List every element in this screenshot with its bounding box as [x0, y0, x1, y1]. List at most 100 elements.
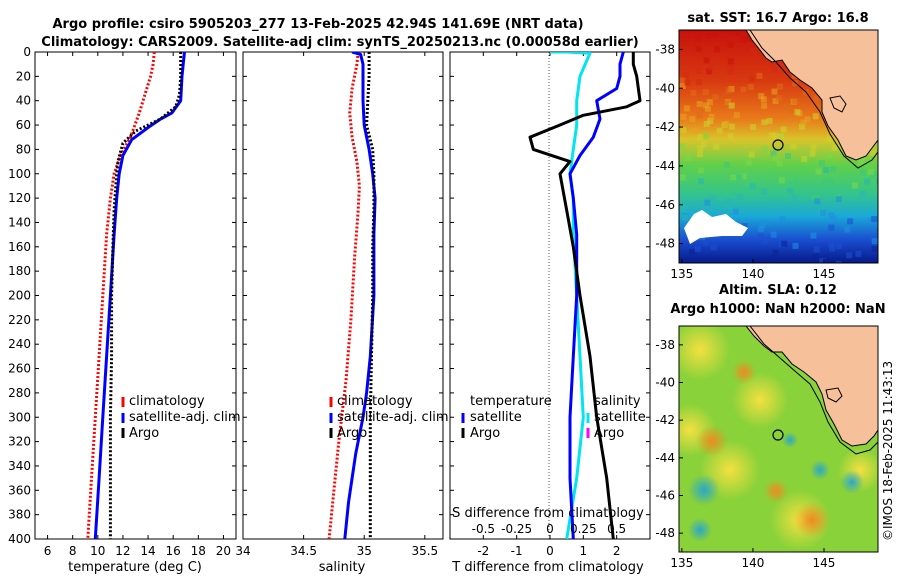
sst-pixel — [831, 144, 838, 151]
sst-pixel — [732, 208, 739, 215]
x-tick-label: 2 — [613, 544, 621, 558]
y-tick-label: 260 — [8, 362, 31, 376]
sst-pixel — [701, 106, 708, 113]
x-tick-label: 0 — [546, 544, 554, 558]
sst-pixel — [772, 154, 779, 161]
map-y-tick-label: -46 — [655, 489, 675, 503]
sst-pixel — [799, 123, 805, 130]
y-tick-label: 100 — [8, 167, 31, 181]
sst-pixel — [876, 178, 878, 184]
map-y-tick-label: -48 — [655, 237, 675, 251]
map-y-tick-label: -44 — [655, 159, 675, 173]
sst-pixel — [748, 257, 754, 263]
sst-pixel — [772, 249, 779, 256]
sst-pixel — [812, 113, 819, 120]
sst-pixel — [834, 191, 841, 198]
map-y-tick-label: -46 — [655, 198, 675, 212]
sst-map-frame — [678, 29, 879, 264]
sst-pixel — [705, 33, 712, 39]
sst-pixel — [759, 221, 766, 228]
sla-blob — [688, 474, 720, 506]
map-x-tick-label: 135 — [670, 556, 693, 570]
sst-pixel — [756, 72, 763, 79]
sst-pixel — [728, 123, 735, 130]
x-tick-label: 10 — [90, 544, 105, 558]
y-tick-label: 340 — [8, 459, 31, 473]
y-tick-label: 120 — [8, 191, 31, 205]
sst-pixel — [819, 258, 826, 263]
sst-pixel — [851, 182, 858, 189]
sst-pixel — [784, 103, 790, 110]
sst-pixel — [770, 231, 777, 238]
sst-pixel — [864, 178, 871, 185]
map-y-tick-label: -44 — [655, 451, 675, 465]
top-x-tick-label: -0.25 — [501, 522, 532, 536]
sla-map-title: Altim. SLA: 0.12 — [719, 283, 837, 298]
series-t-argo — [528, 52, 642, 539]
sst-pixel — [770, 150, 777, 157]
y-tick-label: 160 — [8, 240, 31, 254]
sst-pixel — [758, 93, 765, 100]
sst-pixel — [814, 198, 821, 205]
sla-blob — [679, 326, 730, 380]
sst-island — [829, 95, 847, 113]
sst-pixel — [771, 88, 778, 95]
difference-legend: temperature salinity satellite Argo sate… — [461, 394, 646, 441]
sst-pixel — [695, 45, 702, 52]
sst-pixel — [757, 225, 764, 232]
sst-pixel — [750, 48, 757, 54]
sst-pixel — [724, 100, 731, 107]
sst-pixel — [708, 113, 715, 120]
sst-pixel — [776, 160, 783, 167]
sst-pixel — [698, 178, 705, 185]
series-climatology — [86, 52, 156, 539]
sst-pixel — [794, 179, 801, 186]
legend-label-argo: Argo — [337, 426, 367, 441]
x-tick-label: 35 — [357, 544, 372, 558]
salinity-axes — [242, 51, 444, 540]
sla-blob — [810, 460, 830, 480]
series-argo — [108, 52, 183, 539]
sla-island — [825, 387, 843, 403]
sst-pixel — [828, 212, 835, 219]
sst-pixel — [826, 152, 833, 159]
x-tick-label: -2 — [477, 544, 489, 558]
x-tick-label: 6 — [44, 544, 52, 558]
sst-pixel — [789, 182, 796, 188]
sst-pixel — [689, 248, 695, 255]
sst-pixel — [727, 68, 734, 75]
legend-label-satellite: satellite-adj. clim — [129, 410, 241, 425]
map-x-tick-label: 140 — [741, 556, 764, 570]
sst-pixel — [750, 124, 756, 131]
sst-pixel — [792, 98, 799, 104]
series-t-satellite — [568, 52, 625, 539]
sst-pixel — [821, 178, 828, 185]
sst-pixel — [740, 173, 747, 180]
sst-pixel — [761, 102, 768, 109]
sla-map-frame — [678, 325, 879, 553]
legend-label-t-satellite: satellite — [470, 410, 522, 425]
sst-pixel — [810, 144, 817, 151]
sst-pixel — [819, 160, 825, 167]
sst-pixel — [871, 238, 878, 245]
sst-pixel — [790, 143, 797, 150]
series-argo — [365, 52, 376, 539]
sst-pixel — [766, 117, 773, 124]
sst-pixel — [697, 145, 704, 152]
sla-map-subtitle: Argo h1000: NaN h2000: NaN — [670, 302, 885, 317]
legend-label-satellite: satellite-adj. clim — [337, 410, 449, 425]
sla-blob — [794, 502, 830, 538]
difference-top-xlabel: S difference from climatology — [452, 506, 644, 521]
sst-pixel — [791, 194, 798, 201]
x-tick-label: 20 — [216, 544, 231, 558]
sst-pixel — [703, 120, 710, 127]
sst-pixel — [776, 95, 783, 102]
sst-pixel — [855, 250, 862, 257]
sla-blob — [732, 372, 788, 428]
y-tick-label: 300 — [8, 410, 31, 424]
y-tick-label: 380 — [8, 508, 31, 522]
y-tick-label: 80 — [16, 142, 31, 156]
sst-pixel — [703, 133, 709, 140]
sla-argo-marker — [772, 429, 784, 441]
sst-pixel — [785, 153, 791, 159]
